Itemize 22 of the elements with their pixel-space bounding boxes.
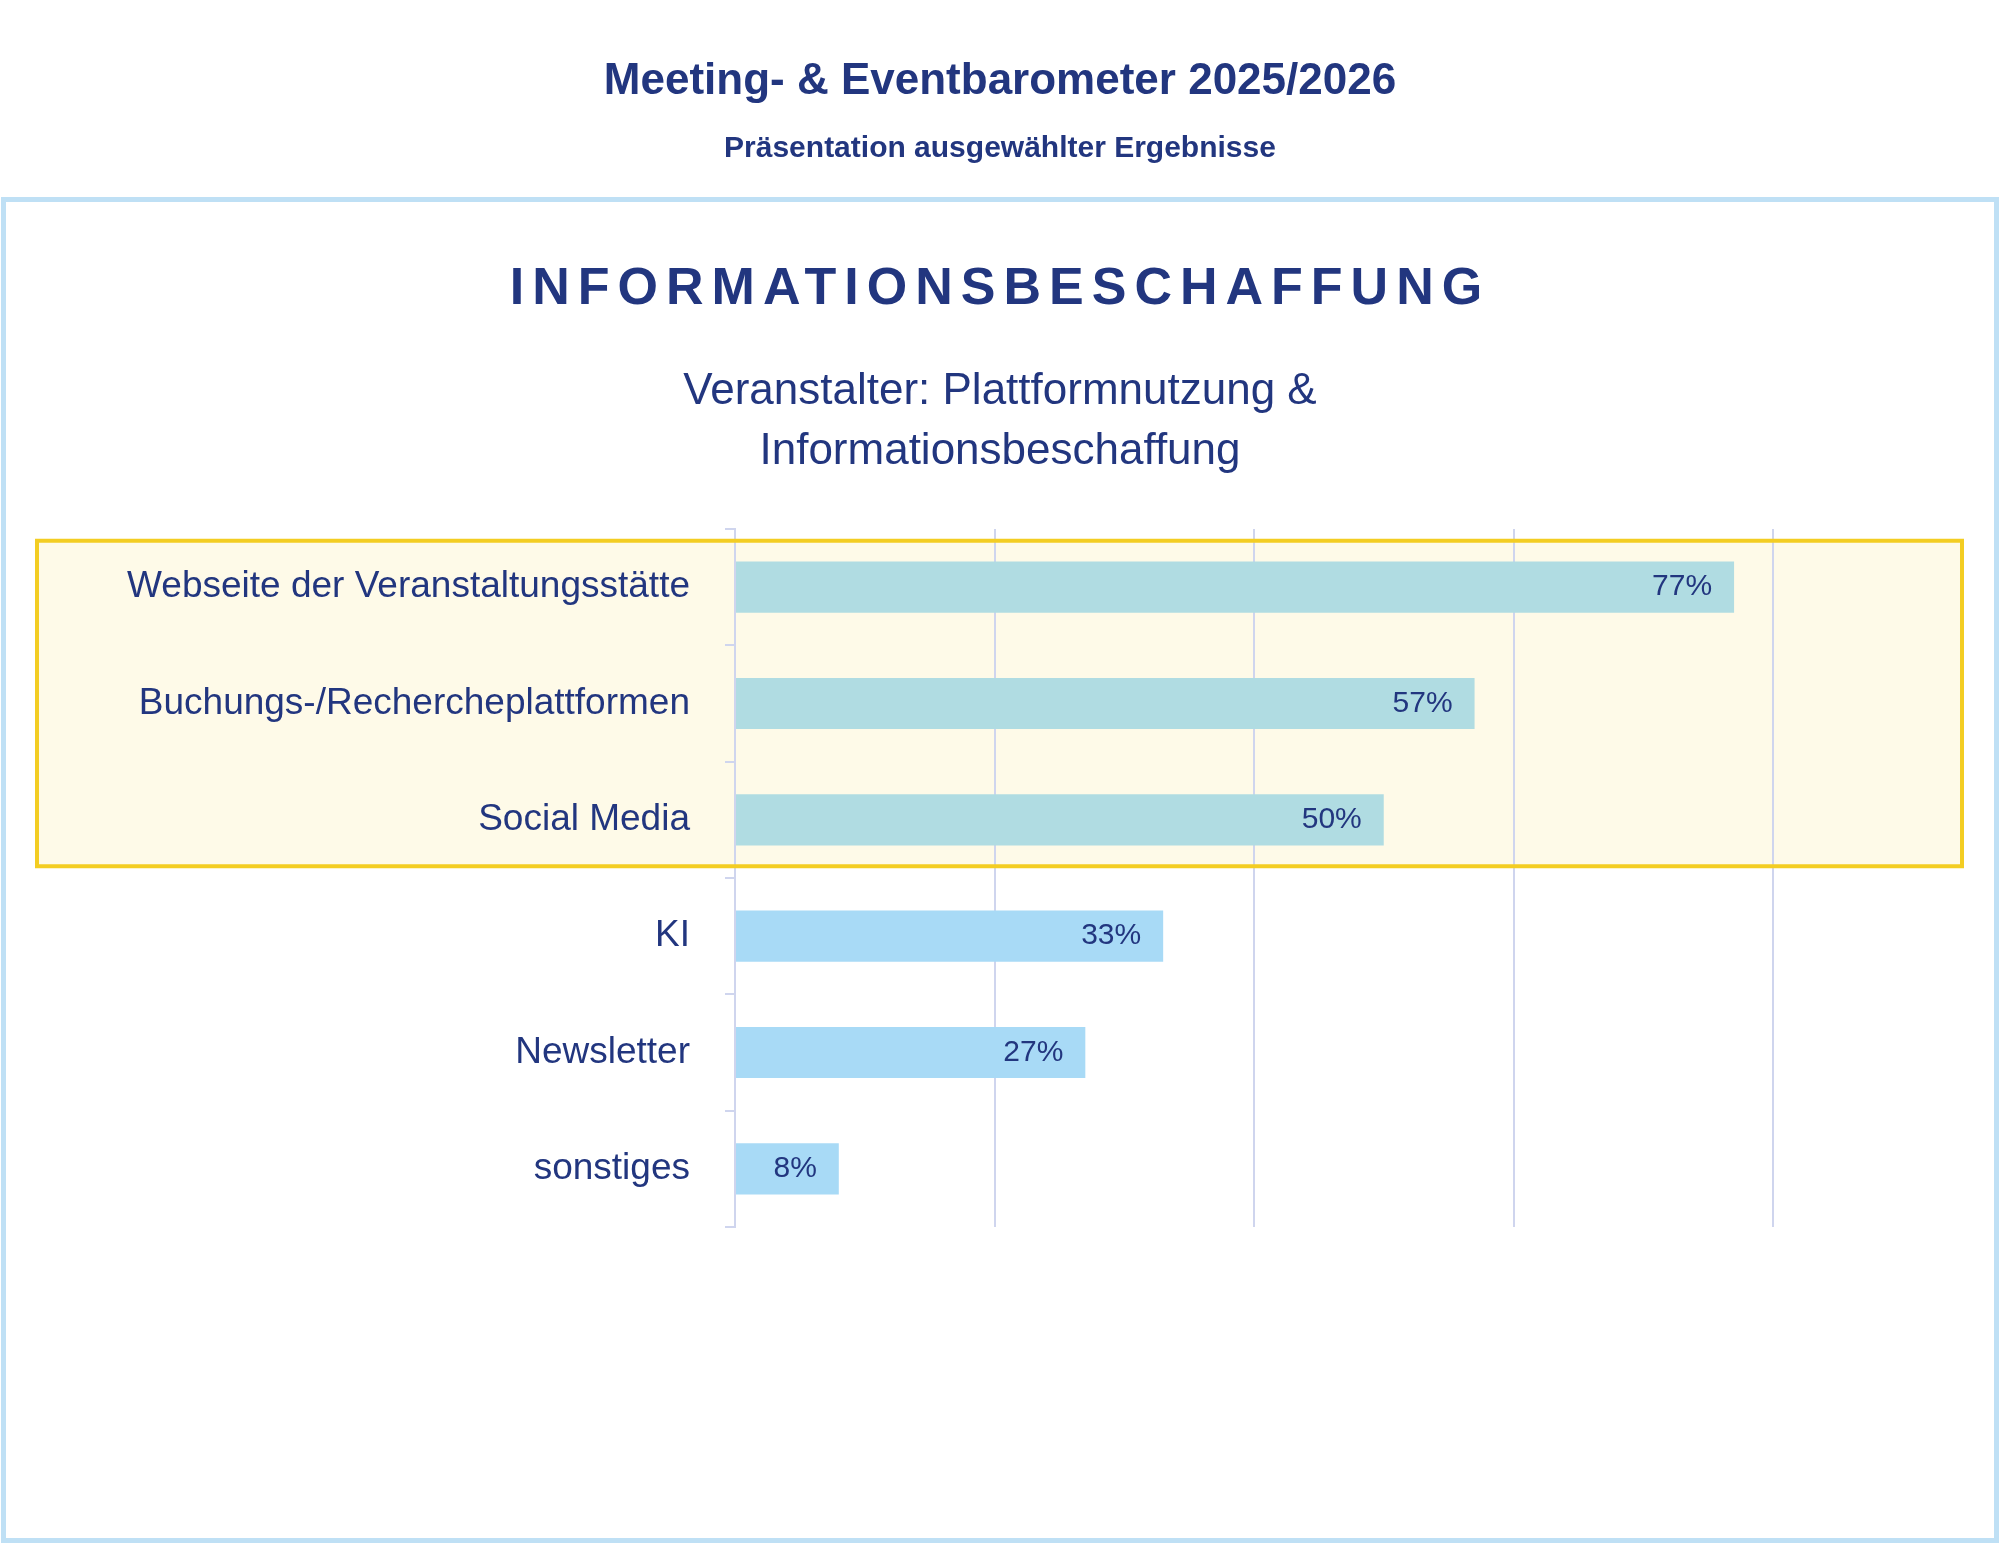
data-label: 57% xyxy=(1392,684,1453,718)
y-tick-label: Buchungs-/Rechercheplattformen xyxy=(138,680,690,722)
bar xyxy=(736,1026,1086,1079)
y-tick-label: sonstiges xyxy=(533,1146,690,1188)
text: Meeting- & Eventbarometer 2025/2026 xyxy=(602,53,1398,105)
data-label: 77% xyxy=(1652,568,1713,602)
y-tick-label: KI xyxy=(655,913,690,955)
data-label: 8% xyxy=(773,1150,817,1184)
bar xyxy=(736,561,1735,613)
bar xyxy=(736,1143,839,1195)
chart-title: INFORMATIONSBESCHAFFUNG xyxy=(508,256,1492,317)
text: Präsentation ausgewählter Ergebnisse xyxy=(723,129,1277,165)
y-tick-label: Newsletter xyxy=(515,1029,690,1071)
chart-subtitle: Veranstalter: Plattformnutzung & Informationsbeschaffung xyxy=(682,363,1318,475)
y-tick-label: Social Media xyxy=(478,797,691,839)
y-tick-label: Webseite der Veranstaltungsstätte xyxy=(127,564,690,606)
data-label: 50% xyxy=(1301,801,1362,835)
bar xyxy=(736,794,1384,846)
bar xyxy=(736,677,1475,730)
data-label: 33% xyxy=(1081,917,1142,951)
bar xyxy=(736,910,1164,962)
data-label: 27% xyxy=(1003,1033,1064,1067)
